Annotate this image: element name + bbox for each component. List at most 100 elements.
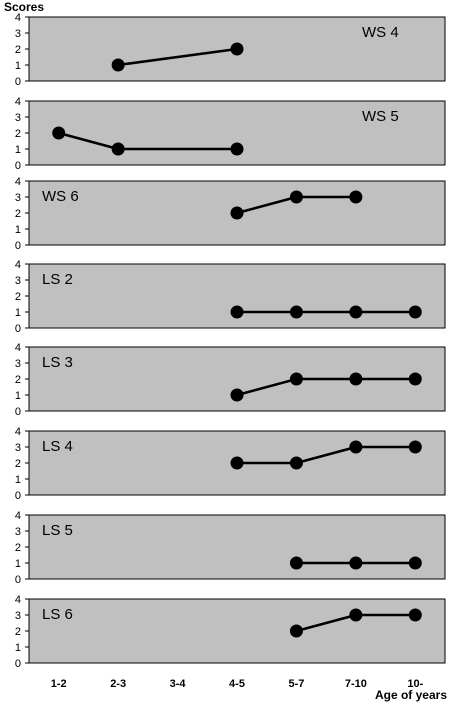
data-point [349, 305, 363, 319]
y-tick-label: 3 [15, 275, 21, 287]
y-tick-label: 0 [15, 658, 21, 670]
y-tick-label: 4 [15, 259, 21, 271]
y-tick-label: 2 [15, 208, 21, 220]
y-tick-label: 1 [15, 60, 21, 72]
data-point [52, 126, 66, 140]
x-tick-label: 1-2 [51, 678, 67, 690]
y-tick-label: 0 [15, 406, 21, 418]
series-line-segment [296, 613, 357, 633]
panel-label: LS 5 [42, 522, 73, 539]
panel-ls-3: 0 1 2 3 4 LS 3 [15, 342, 446, 418]
panel-label: LS 3 [42, 354, 73, 371]
data-point [230, 42, 244, 56]
data-point [408, 440, 422, 454]
y-tick-label: 4 [15, 342, 21, 354]
panel-ls-5: 0 1 2 3 4 LS 5 [15, 510, 446, 586]
y-tick-label: 2 [15, 128, 21, 140]
x-axis-label: Age of years [374, 688, 447, 702]
data-point [289, 305, 303, 319]
panel-background [28, 598, 446, 664]
y-tick-label: 4 [15, 594, 21, 606]
y-tick-label: 0 [15, 240, 21, 252]
data-point [289, 456, 303, 470]
x-tick-label: 7-10 [345, 678, 367, 690]
data-point [289, 556, 303, 570]
panel-label: WS 4 [362, 24, 399, 41]
y-tick-label: 3 [15, 442, 21, 454]
data-point [289, 372, 303, 386]
y-tick-label: 4 [15, 510, 21, 522]
y-axis-label: Scores [4, 0, 45, 14]
panel-ws-6: 0 1 2 3 4 WS 6 [15, 176, 446, 252]
x-tick-label: 10- [407, 678, 423, 690]
panel-label: WS 5 [362, 108, 399, 125]
data-point [230, 456, 244, 470]
x-tick-label: 4-5 [229, 678, 245, 690]
y-tick-label: 2 [15, 626, 21, 638]
panel-label: LS 4 [42, 438, 73, 455]
y-tick-label: 4 [15, 176, 21, 188]
y-tick-label: 2 [15, 542, 21, 554]
y-tick-label: 1 [15, 390, 21, 402]
data-point [111, 142, 125, 156]
data-point [230, 388, 244, 402]
x-tick-label: 5-7 [288, 678, 304, 690]
data-point [408, 372, 422, 386]
y-tick-label: 3 [15, 526, 21, 538]
data-point [408, 305, 422, 319]
y-tick-label: 1 [15, 144, 21, 156]
y-tick-label: 1 [15, 474, 21, 486]
data-point [230, 142, 244, 156]
y-tick-label: 2 [15, 291, 21, 303]
y-tick-label: 3 [15, 192, 21, 204]
y-tick-label: 1 [15, 558, 21, 570]
y-tick-label: 0 [15, 323, 21, 335]
panel-ws-5: 0 1 2 3 4 WS 5 [15, 96, 446, 172]
data-point [408, 556, 422, 570]
y-tick-label: 0 [15, 574, 21, 586]
panel-label: LS 6 [42, 606, 73, 623]
series-line-segment [296, 445, 357, 465]
y-tick-label: 4 [15, 12, 21, 24]
y-tick-label: 3 [15, 358, 21, 370]
data-point [289, 624, 303, 638]
series-line-segment [117, 47, 238, 67]
y-tick-label: 0 [15, 76, 21, 88]
y-tick-label: 3 [15, 112, 21, 124]
data-point [349, 440, 363, 454]
panel-background [28, 514, 446, 580]
panel-ws-4: 0 1 2 3 4 WS 4 [15, 12, 446, 88]
y-tick-label: 1 [15, 224, 21, 236]
y-tick-label: 1 [15, 307, 21, 319]
x-tick-label: 2-3 [110, 678, 126, 690]
panel-ls-6: 0 1 2 3 4 LS 6 [15, 594, 446, 670]
y-tick-label: 4 [15, 96, 21, 108]
data-point [230, 305, 244, 319]
y-tick-label: 2 [15, 458, 21, 470]
series-line-segment [58, 131, 119, 151]
panel-ls-4: 0 1 2 3 4 LS 4 [15, 426, 446, 502]
y-tick-label: 2 [15, 374, 21, 386]
panel-label: WS 6 [42, 188, 79, 205]
data-point [230, 206, 244, 220]
y-tick-label: 1 [15, 642, 21, 654]
y-tick-label: 0 [15, 160, 21, 172]
y-tick-label: 0 [15, 490, 21, 502]
x-tick-label: 3-4 [170, 678, 187, 690]
data-point [349, 608, 363, 622]
y-tick-label: 3 [15, 28, 21, 40]
data-point [349, 556, 363, 570]
panel-ls-2: 0 1 2 3 4 LS 2 [15, 259, 446, 335]
data-point [111, 58, 125, 72]
data-point [408, 608, 422, 622]
y-tick-label: 3 [15, 610, 21, 622]
y-tick-label: 4 [15, 426, 21, 438]
data-point [349, 372, 363, 386]
panel-label: LS 2 [42, 271, 73, 288]
data-point [289, 190, 303, 204]
series-line-segment [236, 377, 297, 397]
y-tick-label: 2 [15, 44, 21, 56]
data-point [349, 190, 363, 204]
series-line-segment [236, 195, 297, 215]
